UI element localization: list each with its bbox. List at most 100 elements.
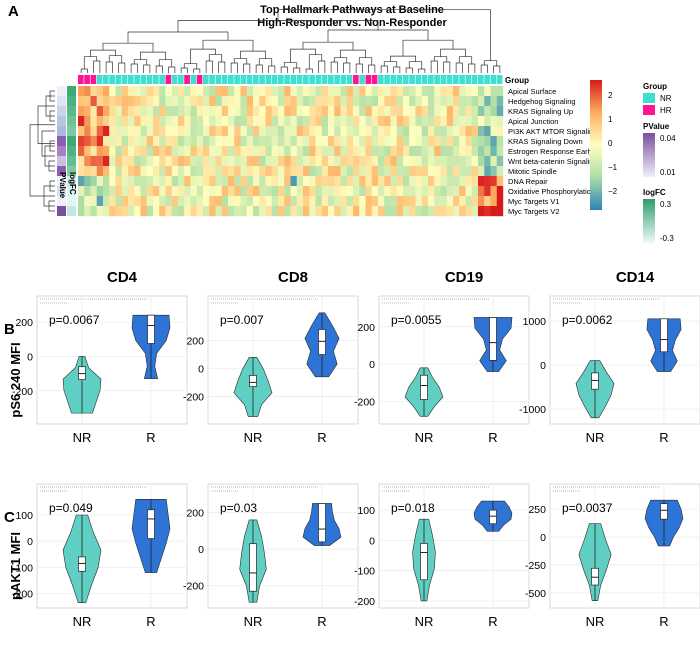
heatmap-cell [328,96,335,107]
heatmap-cell [209,156,216,167]
group-cell-nr [265,75,272,84]
x-tick-label: NR [586,430,605,445]
heatmap-cell [165,146,172,157]
heatmap-cell [171,196,179,207]
heatmap-cell [459,86,466,97]
heatmap-cell [146,206,154,217]
heatmap-cell [96,166,104,177]
heatmap-cell [209,86,216,97]
heatmap-cell [234,166,241,177]
pvalue-cell [57,86,66,96]
heatmap-cell [396,86,404,97]
heatmap-cell [278,186,285,197]
heatmap-cell [203,126,210,137]
heatmap-cell [78,166,85,177]
heatmap-row-label: KRAS Signaling Down [508,137,583,146]
heatmap-cell [190,116,197,127]
heatmap-cell [478,166,485,177]
heatmap-cell [403,136,410,147]
heatmap-cell [203,206,210,217]
heatmap-cell [246,166,254,177]
heatmap-cell [471,86,479,97]
heatmap-cell [134,166,141,177]
heatmap-cell [409,146,416,157]
heatmap-cell [453,86,460,97]
heatmap-cell [384,136,391,147]
group-cell-nr [290,75,297,84]
heatmap-cell [203,196,210,207]
dendrogram-branch [402,39,454,57]
heatmap-cell [109,136,116,147]
heatmap-cell [240,176,247,187]
heatmap-cell [303,86,310,97]
heatmap-cell [321,176,329,187]
heatmap-cell [78,96,85,107]
legend-swatch-hr [643,105,655,115]
logfc-cell [67,96,76,106]
heatmap-cell [221,196,229,207]
group-cell-nr [146,75,153,84]
heatmap-cell [496,186,504,197]
heatmap-cell [453,176,460,187]
heatmap-cell [153,136,160,147]
heatmap-cell [78,206,85,217]
heatmap-cell [440,206,447,217]
heatmap-cell [409,196,416,207]
heatmap-cell [478,136,485,147]
heatmap-cell [365,166,372,177]
dendrogram-branch [243,63,251,73]
p-value-label: p=0.0062 [562,313,613,327]
heatmap-cell [309,126,316,137]
heatmap-cell [465,176,472,187]
group-cell-hr [371,75,378,84]
dendrogram-branch [443,61,451,73]
heatmap-row-label: Myc Targets V1 [508,197,560,206]
dendrogram-branch [405,67,413,73]
heatmap-cell [284,196,291,207]
heatmap-cell [121,86,129,97]
heatmap-cell [478,116,485,127]
heatmap-cell [353,106,360,117]
heatmap-cell [271,206,279,217]
heatmap-cell [96,106,104,117]
heatmap-cell [421,186,429,197]
heatmap-cell [465,126,472,137]
heatmap-cell [440,196,447,207]
heatmap-cell [115,206,122,217]
heatmap-cell [359,126,366,137]
heatmap-cell [240,156,247,167]
heatmap-cell [234,186,241,197]
dendrogram-branch [330,61,338,73]
heatmap-cell [328,176,335,187]
heatmap-cell [278,126,285,137]
heatmap-cell [278,196,285,207]
heatmap-cell [171,126,179,137]
heatmap-cell [109,96,116,107]
dendrogram-branch [343,62,351,73]
pvalue-tick: 0.01 [660,168,676,177]
heatmap-cell [184,176,191,187]
heatmap-cell [465,86,472,97]
heatmap-cell [153,106,160,117]
heatmap-cell [146,156,154,167]
heatmap-cell [265,146,272,157]
heatmap-cell [365,126,372,137]
dendrogram-branch [340,49,366,58]
heatmap-cell [165,176,172,187]
heatmap-cell [259,186,266,197]
heatmap-cell [390,176,397,187]
heatmap-cell [440,96,447,107]
heatmap-cell [409,126,416,137]
heatmap-cell [153,96,160,107]
heatmap-cell [321,196,329,207]
heatmap-row-label: Estrogen Response Early [508,147,593,156]
heatmap-cell [496,106,504,117]
group-cell-nr [340,75,347,84]
heatmap-cell [253,116,260,127]
heatmap-cell [259,196,266,207]
heatmap-cell [178,86,185,97]
column-dendrogram [80,9,501,73]
heatmap-cell [203,86,210,97]
group-cell-nr [428,75,434,84]
heatmap-cell [303,96,310,107]
